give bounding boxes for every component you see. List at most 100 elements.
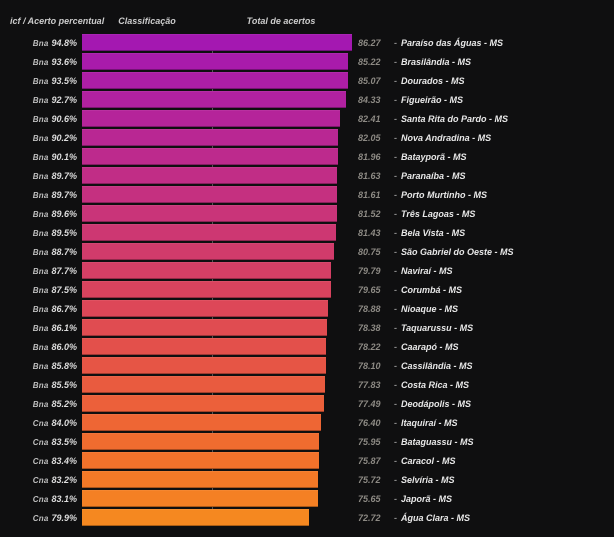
- row-city-name: Brasilândia - MS: [401, 57, 471, 67]
- row-city-name: Taquarussu - MS: [401, 323, 473, 333]
- row-percent-value: 89.5%: [51, 228, 77, 238]
- row-percent: Bna90.2%: [10, 133, 82, 143]
- row-grade: Bna: [33, 153, 49, 162]
- row-percent-value: 85.5%: [51, 380, 77, 390]
- row-percent-value: 86.0%: [51, 342, 77, 352]
- bar-area: [82, 509, 352, 526]
- bar: [82, 395, 324, 412]
- row-percent-value: 85.2%: [51, 399, 77, 409]
- bar: [82, 91, 346, 108]
- header-percent: icf / Acerto percentual: [10, 16, 82, 26]
- row-city-name: Cassilândia - MS: [401, 361, 473, 371]
- row-percent-value: 83.5%: [51, 437, 77, 447]
- dash-icon: -: [394, 380, 397, 390]
- row-city-name: Caarapó - MS: [401, 342, 459, 352]
- row-city-name: Figueirão - MS: [401, 95, 463, 105]
- row-percent-value: 84.0%: [51, 418, 77, 428]
- bar-area: [82, 224, 352, 241]
- ranking-row: Bna85.5%77.83-Costa Rica - MS: [10, 376, 604, 393]
- row-city: -Corumbá - MS: [394, 285, 604, 295]
- row-percent: Bna86.7%: [10, 304, 82, 314]
- row-percent: Bna86.0%: [10, 342, 82, 352]
- ranking-row: Bna87.5% 79.65-Corumbá - MS: [10, 281, 604, 298]
- row-percent: Bna89.6%: [10, 209, 82, 219]
- row-percent-value: 93.6%: [51, 57, 77, 67]
- bar: [82, 205, 337, 222]
- row-percent: Cna83.1%: [10, 494, 82, 504]
- row-score: 79.79: [352, 266, 394, 276]
- row-grade: Bna: [33, 286, 49, 295]
- row-city: -São Gabriel do Oeste - MS: [394, 247, 604, 257]
- row-score: 75.65: [352, 494, 394, 504]
- dash-icon: -: [394, 513, 397, 523]
- row-city: -Dourados - MS: [394, 76, 604, 86]
- row-percent-value: 94.8%: [51, 38, 77, 48]
- bar-area: [82, 395, 352, 412]
- bar-area: [82, 167, 352, 184]
- row-percent-value: 92.7%: [51, 95, 77, 105]
- bar-area: [82, 376, 352, 393]
- dash-icon: -: [394, 152, 397, 162]
- bar: [82, 471, 318, 488]
- ranking-row: Bna93.5%85.07-Dourados - MS: [10, 72, 604, 89]
- ranking-row: Cna83.2%75.72-Selvíria - MS: [10, 471, 604, 488]
- row-percent-value: 83.1%: [51, 494, 77, 504]
- row-percent: Bna85.5%: [10, 380, 82, 390]
- row-grade: Bna: [33, 305, 49, 314]
- row-grade: Bna: [33, 172, 49, 181]
- row-percent: Bna87.5%: [10, 285, 82, 295]
- bar-area: [82, 186, 352, 203]
- bar: [82, 338, 326, 355]
- row-score: 81.63: [352, 171, 394, 181]
- row-score: 78.88: [352, 304, 394, 314]
- row-score: 85.07: [352, 76, 394, 86]
- row-city: -Taquarussu - MS: [394, 323, 604, 333]
- row-city-name: Três Lagoas - MS: [401, 209, 475, 219]
- row-score: 81.96: [352, 152, 394, 162]
- row-city: -Caarapó - MS: [394, 342, 604, 352]
- row-percent: Bna89.7%: [10, 190, 82, 200]
- row-grade: Bna: [33, 248, 49, 257]
- row-grade: Bna: [33, 210, 49, 219]
- row-percent: Cna84.0%: [10, 418, 82, 428]
- row-grade: Bna: [33, 362, 49, 371]
- row-percent-value: 79.9%: [51, 513, 77, 523]
- dash-icon: -: [394, 266, 397, 276]
- row-grade: Bna: [33, 343, 49, 352]
- row-city-name: Paraíso das Águas - MS: [401, 38, 503, 48]
- dash-icon: -: [394, 285, 397, 295]
- row-city-name: Japorã - MS: [401, 494, 452, 504]
- row-percent: Bna85.8%: [10, 361, 82, 371]
- row-score: 78.38: [352, 323, 394, 333]
- dash-icon: -: [394, 95, 397, 105]
- ranking-row: Cna84.0%76.40-Itaquiraí - MS: [10, 414, 604, 431]
- row-grade: Bna: [33, 58, 49, 67]
- dash-icon: -: [394, 494, 397, 504]
- row-score: 79.65: [352, 285, 394, 295]
- row-city: -Itaquiraí - MS: [394, 418, 604, 428]
- row-score: 86.27: [352, 38, 394, 48]
- dash-icon: -: [394, 133, 397, 143]
- row-percent-value: 88.7%: [51, 247, 77, 257]
- row-grade: Cna: [33, 514, 49, 523]
- bar: [82, 243, 334, 260]
- row-grade: Bna: [33, 381, 49, 390]
- ranking-row: Bna89.7%81.61-Porto Murtinho - MS: [10, 186, 604, 203]
- row-percent: Bna89.7%: [10, 171, 82, 181]
- row-percent: Bna89.5%: [10, 228, 82, 238]
- ranking-row: Cna83.4%75.87-Caracol - MS: [10, 452, 604, 469]
- bar: [82, 357, 326, 374]
- row-grade: Bna: [33, 267, 49, 276]
- bar: [82, 262, 331, 279]
- row-city-name: Dourados - MS: [401, 76, 465, 86]
- row-city: -Porto Murtinho - MS: [394, 190, 604, 200]
- bar: [82, 110, 340, 127]
- row-score: 81.52: [352, 209, 394, 219]
- row-percent: Bna87.7%: [10, 266, 82, 276]
- dash-icon: -: [394, 475, 397, 485]
- dash-icon: -: [394, 361, 397, 371]
- bar: [82, 72, 348, 89]
- row-percent-value: 93.5%: [51, 76, 77, 86]
- dash-icon: -: [394, 57, 397, 67]
- bar-area: [82, 53, 352, 70]
